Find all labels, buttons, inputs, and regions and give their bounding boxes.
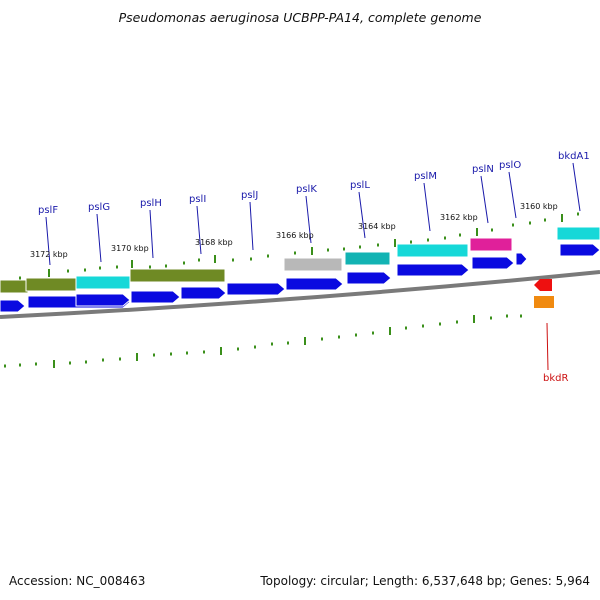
- genome-summary: Topology: circular; Length: 6,537,648 bp…: [260, 574, 590, 588]
- leader-line: [96, 213, 102, 263]
- feature-olive: [25, 277, 77, 292]
- cds-arrow: [515, 252, 528, 266]
- cds-arrow: [285, 277, 344, 291]
- feature-orange: [534, 296, 554, 308]
- gene-label-pslI: pslI: [189, 194, 206, 205]
- kbp-label: 3168 kbp: [195, 238, 233, 247]
- leader-line: [546, 322, 549, 371]
- gene-labels: pslF pslG pslH pslI pslJ pslK pslL pslM pslN pslO…: [38, 151, 590, 384]
- kbp-label: 3172 kbp: [30, 250, 68, 259]
- outer-tick-ring: [19, 212, 579, 280]
- leader-line: [45, 216, 51, 266]
- leader-line: [572, 162, 581, 212]
- cds-arrow: [75, 293, 131, 307]
- cds-arrow: [559, 243, 600, 257]
- leader-line: [358, 191, 366, 239]
- feature-teal: [344, 251, 391, 266]
- accession-label: Accession: NC_008463: [9, 574, 146, 588]
- leader-line: [249, 201, 254, 251]
- feature-gray: [283, 257, 343, 272]
- feature-track: [0, 226, 600, 294]
- leader-line: [305, 195, 312, 244]
- leader-line: [196, 205, 202, 255]
- cds-arrow: [0, 299, 26, 313]
- kbp-label: 3166 kbp: [276, 231, 314, 240]
- feature-cyan: [396, 243, 469, 258]
- reverse-strand-features: [534, 279, 554, 308]
- kbp-scale-labels: 3172 kbp 3170 kbp 3168 kbp 3166 kbp 3164 kbp…: [30, 202, 558, 259]
- cds-arrow: [346, 271, 392, 285]
- gene-label-pslM: pslM: [414, 171, 437, 182]
- kbp-label: 3160 kbp: [520, 202, 558, 211]
- cds-arrow-reverse: [534, 279, 552, 291]
- inner-tick-ring: [4, 314, 522, 368]
- gene-label-bkdR: bkdR: [543, 373, 568, 384]
- feature-cyan: [75, 275, 131, 290]
- gene-label-bkdA1: bkdA1: [558, 151, 590, 162]
- label-leader-lines: [45, 162, 581, 371]
- feature-magenta: [469, 237, 513, 252]
- leader-line: [480, 175, 489, 224]
- map-title: Pseudomonas aeruginosa UCBPP-PA14, compl…: [118, 10, 482, 25]
- cds-arrow: [396, 263, 470, 277]
- gene-label-pslH: pslH: [140, 198, 162, 209]
- gene-label-pslJ: pslJ: [241, 190, 258, 201]
- kbp-label: 3164 kbp: [358, 222, 396, 231]
- gene-label-pslF: pslF: [38, 205, 58, 216]
- feature-olive: [129, 268, 226, 283]
- cds-arrow: [180, 286, 227, 300]
- kbp-label: 3170 kbp: [111, 244, 149, 253]
- feature-cyan: [556, 226, 600, 241]
- gene-label-pslG: pslG: [88, 202, 110, 213]
- kbp-label: 3162 kbp: [440, 213, 478, 222]
- gene-label-pslK: pslK: [296, 184, 317, 195]
- genome-backbone: [0, 270, 600, 319]
- leader-line: [149, 209, 154, 259]
- gene-label-pslN: pslN: [472, 164, 494, 175]
- gene-label-pslL: pslL: [350, 180, 370, 191]
- leader-line: [423, 182, 431, 232]
- leader-line: [508, 171, 517, 219]
- cds-arrow: [471, 256, 515, 270]
- gene-label-pslO: pslO: [499, 160, 521, 171]
- cds-arrow: [130, 290, 181, 304]
- cds-track: [0, 243, 600, 313]
- feature-olive: [0, 279, 29, 294]
- cds-arrow: [226, 282, 286, 296]
